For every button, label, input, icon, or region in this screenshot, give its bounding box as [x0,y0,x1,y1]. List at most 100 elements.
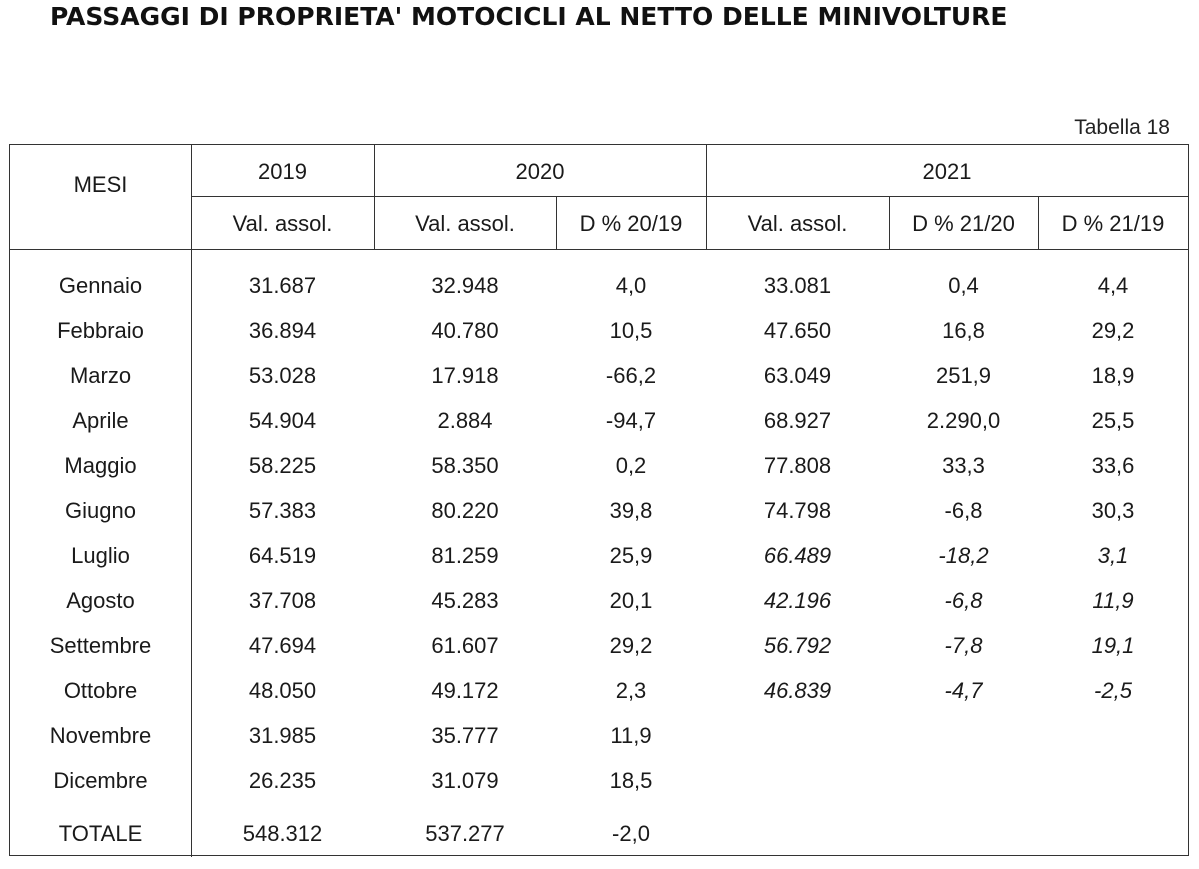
header-2021: 2021 [922,159,972,184]
value-2019-cell: 57.383 [248,498,317,523]
value-2021-cell: 47.650 [763,318,832,343]
delta-21-19-cell: 25,5 [1091,408,1135,433]
month-cell: Marzo [69,363,132,388]
column-divider [1038,197,1040,249]
delta-21-20-cell: -6,8 [944,588,983,613]
value-2021-cell: 56.792 [763,633,832,658]
value-2020-cell: 80.220 [431,498,499,523]
subheader-2019-val: Val. assol. [232,211,333,236]
value-2020-cell: 40.780 [431,318,499,343]
value-2019-cell: 64.519 [248,543,317,568]
column-divider [191,145,193,857]
delta-20-19-cell: 4,0 [615,273,647,298]
subheader-2021-delta-2119: D % 21/19 [1061,211,1165,236]
delta-21-19-cell: 4,4 [1097,273,1129,298]
delta-21-19-cell: 18,9 [1091,363,1135,388]
value-2019-cell: 31.985 [248,723,317,748]
value-2021-cell: 42.196 [763,588,832,613]
month-cell: Settembre [49,633,152,658]
value-2019-cell: 54.904 [248,408,317,433]
month-cell: Aprile [72,408,129,433]
value-2020-cell: 31.079 [431,768,499,793]
value-2019-cell: 26.235 [248,768,317,793]
value-2020-cell: 35.777 [431,723,499,748]
subheader-2021-delta-2120: D % 21/20 [912,211,1015,236]
value-2021-cell: 46.839 [763,678,832,703]
delta-21-19-cell: 11,9 [1092,588,1134,613]
value-2019-cell: 58.225 [248,453,317,478]
value-2020-cell: 17.918 [431,363,499,388]
delta-21-19-cell: 3,1 [1097,543,1129,568]
delta-20-19-cell: 0,2 [615,453,647,478]
value-2021-cell: 66.489 [763,543,832,568]
delta-20-19-cell: 18,5 [609,768,653,793]
delta-20-19-cell: 11,9 [610,723,652,748]
delta-21-20-cell: 16,8 [942,318,985,343]
delta-20-19-cell: -94,7 [605,408,657,433]
value-2020-cell: 61.607 [431,633,499,658]
subheader-2020-val: Val. assol. [415,211,515,236]
delta-20-19-cell: 29,2 [609,633,653,658]
value-2019-cell: 31.687 [248,273,317,298]
value-2021-cell: 74.798 [763,498,832,523]
month-cell: Giugno [65,498,136,523]
delta-21-19-cell: 33,6 [1091,453,1135,478]
value-2021-cell: 63.049 [763,363,832,388]
delta-21-20-cell: -18,2 [938,543,989,568]
value-2019-cell: 53.028 [248,363,317,388]
row-divider [191,196,1188,198]
value-2019-cell: 36.894 [248,318,317,343]
table-reference: Tabella 18 [1074,116,1170,139]
value-2021-cell: 33.081 [763,273,832,298]
delta-20-19-cell: 10,5 [609,318,653,343]
value-2020-cell: 81.259 [431,543,499,568]
page-title: PASSAGGI DI PROPRIETA' MOTOCICLI AL NETT… [50,2,1008,31]
data-table: MESI 2019 2020 2021 Val. assol. Val. ass… [9,144,1189,857]
subheader-2020-delta: D % 20/19 [579,211,683,236]
value-2019-cell: 47.694 [248,633,317,658]
column-divider [556,197,558,249]
delta-20-19-cell: 20,1 [609,588,653,613]
delta-21-20-cell: -6,8 [944,498,983,523]
month-cell: Gennaio [58,273,143,298]
delta-21-19-cell: 29,2 [1091,318,1135,343]
delta-21-19-cell: 19,1 [1091,633,1135,658]
value-2020-cell: 2.884 [437,408,493,433]
value-2020-cell: 58.350 [431,453,499,478]
totale-2020: 537.277 [425,821,505,846]
delta-21-19-cell: 30,3 [1091,498,1135,523]
header-2019: 2019 [258,159,307,184]
delta-20-19-cell: 25,9 [609,543,653,568]
column-divider [889,197,891,249]
value-2019-cell: 48.050 [248,678,317,703]
delta-21-20-cell: -7,8 [944,633,983,658]
subheader-2021-val: Val. assol. [747,211,848,236]
totale-label: TOTALE [58,821,143,846]
delta-21-19-cell: -2,5 [1094,678,1132,703]
row-divider [10,249,1188,251]
header-mesi: MESI [73,172,128,197]
delta-21-20-cell: 0,4 [948,273,979,298]
delta-21-20-cell: 251,9 [935,363,992,388]
delta-20-19-cell: 2,3 [615,678,647,703]
header-2020: 2020 [515,159,565,184]
delta-21-20-cell: 2.290,0 [926,408,1001,433]
month-cell: Febbraio [57,318,144,343]
month-cell: Luglio [71,543,130,568]
delta-20-19-cell: -66,2 [605,363,657,388]
month-cell: Dicembre [53,768,148,793]
delta-21-20-cell: 33,3 [942,453,985,478]
totale-delta-2019: -2,0 [612,821,650,846]
value-2021-cell: 68.927 [763,408,832,433]
month-cell: Agosto [66,588,135,613]
totale-2019: 548.312 [242,821,323,846]
value-2019-cell: 37.708 [248,588,317,613]
value-2020-cell: 32.948 [431,273,499,298]
value-2020-cell: 45.283 [431,588,499,613]
value-2020-cell: 49.172 [431,678,499,703]
month-cell: Ottobre [63,678,138,703]
month-cell: Novembre [49,723,152,748]
month-cell: Maggio [64,453,137,478]
delta-21-20-cell: -4,7 [944,678,983,703]
delta-20-19-cell: 39,8 [609,498,653,523]
